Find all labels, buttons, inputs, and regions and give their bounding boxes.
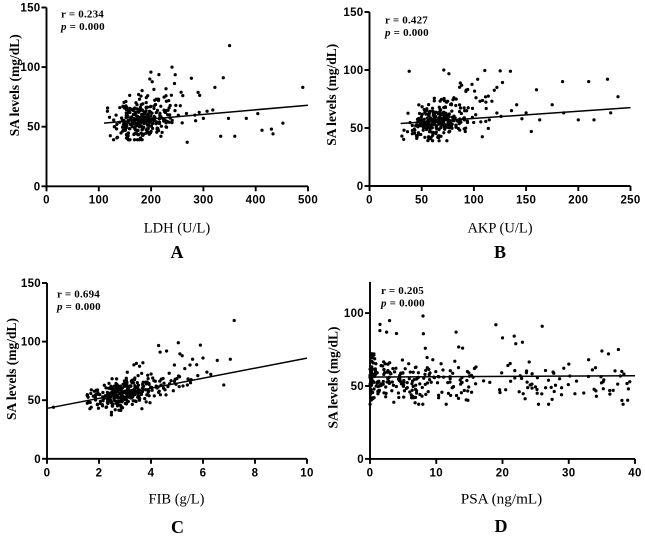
svg-text:0: 0	[34, 181, 41, 193]
svg-text:100: 100	[89, 195, 109, 207]
svg-text:100: 100	[464, 195, 484, 207]
svg-text:40: 40	[628, 468, 641, 480]
svg-text:0: 0	[43, 195, 50, 207]
svg-text:150: 150	[516, 195, 536, 207]
svg-text:SA levels (mg/dL): SA levels (mg/dL)	[4, 318, 19, 420]
svg-text:r = 0.427: r = 0.427	[385, 15, 428, 27]
svg-text:100: 100	[343, 65, 363, 77]
svg-text:50: 50	[28, 395, 41, 407]
svg-text:SA levels (mg/dL): SA levels (mg/dL)	[326, 326, 341, 428]
svg-text:0: 0	[44, 468, 51, 480]
svg-text:50: 50	[415, 195, 428, 207]
svg-text:30: 30	[562, 468, 575, 480]
svg-text:p = 0.000: p = 0.000	[60, 21, 105, 33]
svg-text:50: 50	[350, 123, 363, 135]
svg-text:0: 0	[357, 454, 364, 466]
svg-text:400: 400	[246, 195, 266, 207]
svg-text:50: 50	[27, 122, 40, 134]
svg-text:150: 150	[21, 278, 41, 290]
svg-text:100: 100	[344, 308, 364, 320]
svg-text:150: 150	[343, 7, 363, 19]
svg-text:FIB (g/L): FIB (g/L)	[149, 492, 205, 508]
svg-text:10: 10	[430, 468, 443, 480]
svg-text:C: C	[171, 517, 184, 537]
svg-text:D: D	[495, 516, 508, 536]
svg-text:0: 0	[366, 195, 373, 207]
svg-text:0: 0	[357, 181, 364, 193]
svg-text:50: 50	[351, 381, 364, 393]
svg-text:A: A	[171, 242, 184, 262]
svg-text:10: 10	[300, 468, 313, 480]
svg-text:20: 20	[496, 468, 509, 480]
svg-text:8: 8	[252, 468, 259, 480]
svg-text:4: 4	[148, 468, 155, 480]
svg-text:250: 250	[620, 195, 640, 207]
svg-text:p = 0.000: p = 0.000	[56, 301, 101, 313]
svg-text:150: 150	[20, 3, 40, 15]
svg-text:PSA (ng/mL): PSA (ng/mL)	[461, 491, 542, 508]
svg-text:500: 500	[298, 195, 318, 207]
svg-text:6: 6	[200, 468, 207, 480]
svg-text:r = 0.205: r = 0.205	[381, 285, 424, 297]
svg-text:200: 200	[568, 195, 588, 207]
svg-text:B: B	[494, 242, 506, 262]
svg-text:0: 0	[367, 468, 374, 480]
svg-text:LDH (U/L): LDH (U/L)	[144, 221, 211, 237]
svg-text:100: 100	[21, 337, 41, 349]
svg-text:300: 300	[193, 195, 213, 207]
svg-text:r = 0.694: r = 0.694	[57, 289, 100, 301]
svg-text:2: 2	[96, 468, 103, 480]
svg-text:AKP (U/L): AKP (U/L)	[467, 221, 532, 237]
svg-text:p = 0.000: p = 0.000	[380, 298, 425, 310]
svg-text:SA levels (mg/dL): SA levels (mg/dL)	[7, 34, 22, 136]
svg-text:p = 0.000: p = 0.000	[384, 27, 429, 39]
svg-text:200: 200	[141, 195, 161, 207]
svg-text:100: 100	[20, 62, 40, 74]
svg-text:SA levels (mg/dL): SA levels (mg/dL)	[324, 44, 339, 146]
svg-text:0: 0	[34, 454, 41, 466]
svg-text:r = 0.234: r = 0.234	[61, 9, 104, 21]
